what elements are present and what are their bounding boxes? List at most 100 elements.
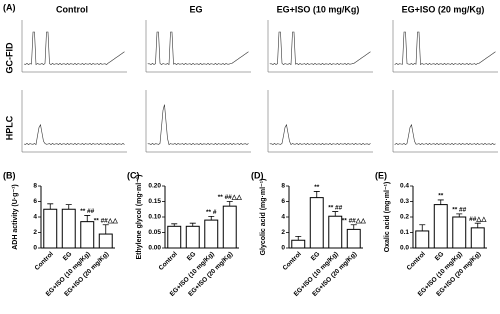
chromatogram-axes xyxy=(267,20,373,73)
y-tick-label: 0.2 xyxy=(400,214,409,221)
bar xyxy=(328,215,343,249)
chromatogram-trace xyxy=(394,31,496,66)
y-tick-label: 4 xyxy=(33,214,37,221)
y-tick-label: 0.4 xyxy=(400,183,409,190)
chromatogram-trace xyxy=(147,104,249,146)
error-bar xyxy=(419,224,426,231)
x-tick-label: Control xyxy=(34,251,55,272)
bar xyxy=(43,208,58,249)
significance-label: ** # xyxy=(206,209,217,216)
row-label: GC-FID xyxy=(4,42,14,73)
error-bar xyxy=(474,222,481,228)
error-bar xyxy=(65,204,72,210)
error-bar xyxy=(313,191,320,198)
error-bar xyxy=(189,222,196,227)
x-tick-label: Control xyxy=(282,251,303,272)
y-tick-label: 0 xyxy=(281,245,285,252)
y-axis-label: Glycolic acid (mg·ml⁻¹) xyxy=(260,179,267,256)
panel-label: (A) xyxy=(3,2,16,12)
chromatogram-axes xyxy=(392,20,498,73)
significance-label: ** xyxy=(438,193,444,200)
significance-label: ** ## xyxy=(452,207,466,214)
significance-label: ##△△ xyxy=(469,216,487,223)
error-bar xyxy=(208,215,215,221)
y-tick-label: 0.20 xyxy=(148,183,161,190)
column-header: EG xyxy=(189,4,202,14)
y-tick-label: 8 xyxy=(281,183,285,190)
bar xyxy=(222,205,237,249)
x-tick-label: Control xyxy=(406,251,427,272)
y-tick-label: 0.1 xyxy=(400,229,409,236)
y-tick-label: 0.15 xyxy=(148,198,161,205)
error-bar xyxy=(171,223,178,227)
panel-label: (C) xyxy=(127,170,140,180)
significance-label: ** ##△△ xyxy=(218,194,243,201)
bar xyxy=(185,225,200,249)
chromatogram-trace xyxy=(269,123,371,146)
bar xyxy=(433,204,448,249)
bar xyxy=(61,208,76,249)
panel-label: (B) xyxy=(3,170,16,180)
y-tick-label: 0.05 xyxy=(148,229,161,236)
y-tick-label: 0.10 xyxy=(148,214,161,221)
bar xyxy=(415,230,430,249)
significance-label: ** ## xyxy=(328,204,342,211)
error-bar xyxy=(47,203,54,210)
x-tick-label: EG xyxy=(62,251,74,263)
y-axis-label: ADH activity (U·g⁻¹) xyxy=(12,184,19,250)
error-bar xyxy=(102,224,109,235)
error-bar xyxy=(437,199,444,205)
significance-label: ** xyxy=(314,184,320,191)
significance-label: ** ##△△ xyxy=(94,217,119,224)
chromatogram-axes xyxy=(145,90,251,153)
row-label: HPLC xyxy=(4,115,14,140)
column-header: EG+ISO (20 mg/Kg) xyxy=(402,4,485,14)
significance-label: ** ##△△ xyxy=(342,217,367,224)
bar xyxy=(98,233,113,249)
bar xyxy=(291,239,306,249)
bar xyxy=(167,225,182,249)
chromatogram-axes xyxy=(21,20,127,73)
chromatogram-axes xyxy=(145,20,251,73)
y-tick-label: 6 xyxy=(33,198,37,205)
y-tick-label: 2 xyxy=(33,229,37,236)
error-bar xyxy=(295,235,302,241)
bar xyxy=(309,197,324,249)
y-tick-label: 0.0 xyxy=(400,245,409,252)
chromatogram-axes xyxy=(267,90,373,153)
error-bar xyxy=(226,201,233,207)
bar xyxy=(452,216,467,249)
panel-label: (E) xyxy=(375,170,387,180)
chromatogram-trace xyxy=(23,123,125,146)
column-header: Control xyxy=(56,4,88,14)
y-axis-label: Oxalic acid (mg·ml⁻¹) xyxy=(384,182,391,253)
chromatogram-axes xyxy=(21,90,127,153)
error-bar xyxy=(84,215,91,222)
error-bar xyxy=(456,213,463,217)
x-tick-label: EG xyxy=(186,251,198,263)
column-header: EG+ISO (10 mg/Kg) xyxy=(277,4,360,14)
y-tick-label: 8 xyxy=(33,183,37,190)
y-tick-label: 0 xyxy=(33,245,37,252)
significance-label: ** ## xyxy=(80,208,94,215)
x-tick-label: EG xyxy=(310,251,322,263)
bar xyxy=(346,228,361,249)
y-tick-label: 2 xyxy=(281,229,285,236)
y-tick-label: 0.3 xyxy=(400,198,409,205)
bar xyxy=(80,221,95,249)
chromatogram-trace xyxy=(23,31,125,66)
bar xyxy=(204,219,219,249)
y-tick-label: 4 xyxy=(281,214,285,221)
chromatogram-trace xyxy=(269,31,371,66)
y-axis-label: Ethylene glycol (mg·ml⁻¹) xyxy=(136,175,143,260)
chromatogram-trace xyxy=(394,123,496,145)
y-tick-label: 6 xyxy=(281,198,285,205)
panel-label: (D) xyxy=(251,170,264,180)
error-bar xyxy=(332,211,339,217)
chromatogram-trace xyxy=(147,31,249,66)
bar xyxy=(470,227,485,249)
error-bar xyxy=(350,224,357,230)
x-tick-label: Control xyxy=(158,251,179,272)
x-tick-label: EG xyxy=(434,251,446,263)
